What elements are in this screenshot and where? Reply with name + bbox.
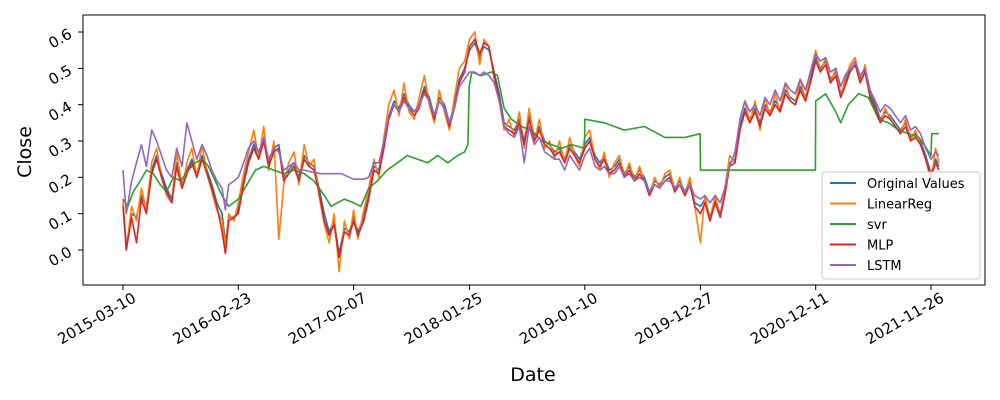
x-axis: 2015-03-10 2016-02-23 2017-02-07 2018-01-25… (54, 285, 947, 348)
y-tick-label: 0.0 (45, 243, 75, 271)
plot-frame (82, 14, 986, 286)
legend-box (821, 171, 981, 280)
x-tick-label: 2015-03-10 (54, 289, 139, 348)
y-tick-label: 0.6 (45, 25, 75, 53)
series-line-svr (122, 71, 939, 208)
y-tick-label: 0.5 (45, 61, 75, 89)
legend-label-mlp: MLP (867, 239, 893, 254)
series-line-mlp (122, 38, 940, 259)
x-tick-label: 2017-02-07 (285, 289, 370, 348)
legend: Original Values LinearReg svr MLP LSTM (821, 171, 981, 280)
legend-label-original-values: Original Values (867, 177, 965, 192)
x-tick-label: 2019-12-27 (632, 289, 717, 348)
legend-label-lstm: LSTM (867, 259, 902, 274)
x-tick-label: 2019-01-10 (516, 289, 601, 348)
legend-label-linearreg: LinearReg (867, 198, 932, 213)
series-line-lstm (122, 52, 940, 215)
x-tick-label: 2016-02-23 (170, 289, 255, 348)
x-tick-label: 2018-01-25 (401, 289, 486, 348)
x-tick-label: 2020-12-11 (747, 289, 832, 348)
x-tick-label: 2021-11-26 (862, 289, 947, 348)
y-axis-title: Close (14, 126, 36, 178)
y-tick-label: 0.1 (45, 207, 75, 235)
y-tick-label: 0.4 (45, 98, 75, 126)
legend-label-svr: svr (867, 218, 887, 233)
y-axis: 0.0 0.1 0.2 0.3 0.4 0.5 0.6 (45, 25, 83, 271)
series-line-linearreg (122, 31, 940, 273)
y-tick-label: 0.2 (45, 170, 75, 198)
y-tick-label: 0.3 (45, 134, 75, 162)
x-axis-title: Date (510, 364, 555, 386)
series-line-original-values (122, 42, 940, 255)
series-layer (122, 31, 940, 273)
